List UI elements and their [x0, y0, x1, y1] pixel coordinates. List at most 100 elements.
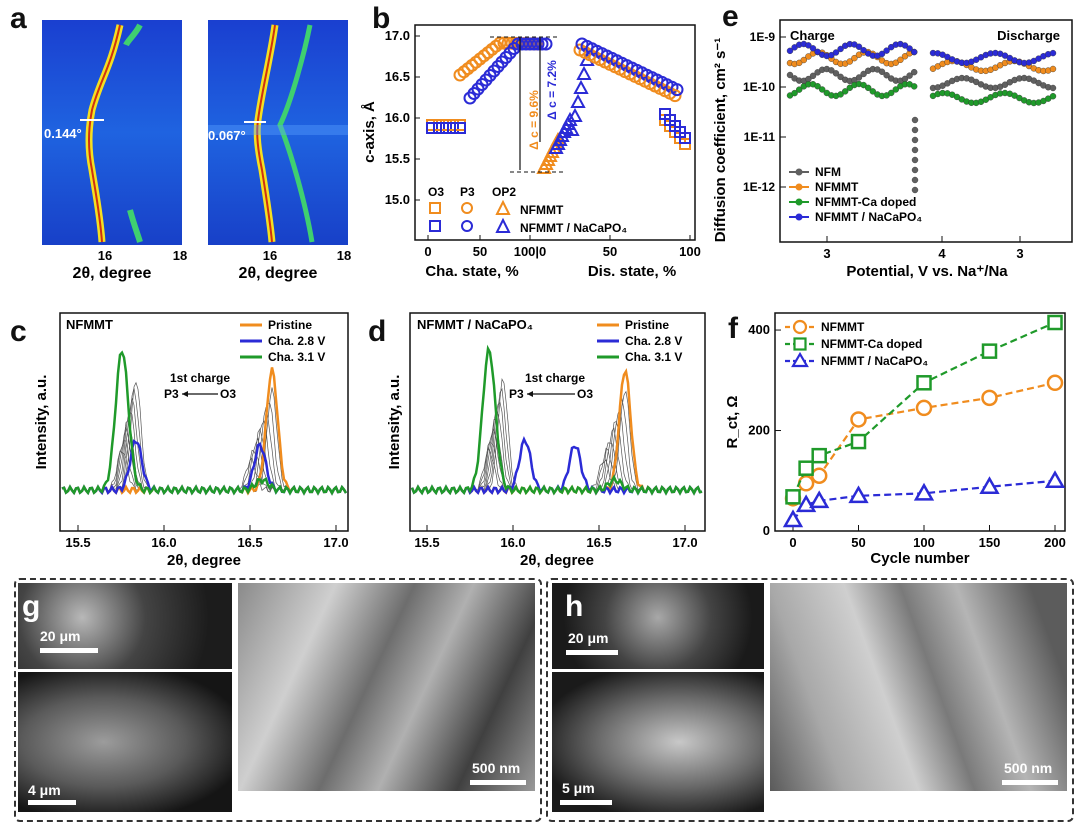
- panel-b-marker-o3: [440, 119, 452, 131]
- panel-e-point: [911, 136, 919, 144]
- panel-b-marker-p3: [531, 37, 545, 51]
- panel-b-xtick-label: 100: [679, 244, 701, 259]
- panel-c-arrow-from: O3: [220, 387, 236, 401]
- panel-b-marker-op2: [573, 79, 589, 94]
- panel-b-ytick-label: 16.0: [385, 110, 410, 125]
- panel-e-point: [892, 86, 900, 93]
- panel-e-point: [841, 88, 849, 95]
- panel-f-point-ca-doped: [811, 447, 827, 464]
- panel-f-legend-label: NFMMT: [821, 320, 865, 334]
- panel-b-yticks: 15.0 15.5 16.0 16.5 17.0: [385, 28, 420, 207]
- panel-d-xlabel: 2θ, degree: [520, 552, 594, 569]
- panel-f-point-nfmmt: [1046, 374, 1064, 392]
- panel-a-left-width: 0.144°: [44, 126, 82, 141]
- panel-e-point: [911, 156, 919, 164]
- panel-f-legend-marker: [791, 351, 809, 368]
- panel-g-sem-zoom: [238, 583, 535, 791]
- panel-h-scalebar-1: [566, 650, 618, 655]
- panel-e-point: [805, 42, 812, 49]
- panel-e-charge: Charge: [790, 28, 835, 43]
- panel-d-curve-intermediate: [411, 390, 703, 494]
- panel-b-ytick-label: 16.5: [385, 69, 410, 84]
- panel-c-curve-intermediate: [61, 412, 347, 494]
- panel-b-annotation-7.2: Δ c = 7.2%: [545, 60, 559, 120]
- panel-a-tick-right-16: 16: [263, 248, 277, 263]
- panel-f-point-ca-doped: [1047, 314, 1063, 331]
- panel-d-curve-2.8v: [410, 435, 703, 496]
- panel-f-point-nacapo4: [782, 509, 804, 528]
- panel-d-annotation: 1st charge: [525, 371, 585, 385]
- panel-e-point: [910, 68, 918, 76]
- panel-e-point: [832, 70, 840, 77]
- panel-g-scale-2: 4 μm: [28, 782, 61, 798]
- panel-a-letter: a: [10, 2, 27, 35]
- panel-e-point: [1049, 65, 1057, 73]
- panel-g-letter: g: [22, 590, 41, 623]
- panel-b-ytick-label: 17.0: [385, 28, 410, 43]
- panel-b-marker-op2: [570, 93, 586, 108]
- panel-h-sem-top: [552, 583, 764, 669]
- panel-h-scalebar-2: [560, 800, 612, 805]
- panel-f-ytick-label: 200: [748, 423, 770, 438]
- panel-d-curves: [410, 344, 703, 496]
- panel-h-scalebar-3: [1002, 780, 1058, 785]
- panel-e-point: [860, 81, 867, 89]
- panel-f-xtick-label: 200: [1044, 535, 1066, 550]
- panel-a-xlabel-right: 2θ, degree: [239, 265, 318, 282]
- panel-h-frame: [546, 578, 1074, 822]
- panel-e-point: [911, 176, 919, 184]
- panel-e-point: [800, 56, 808, 64]
- panel-e-point: [910, 48, 918, 56]
- panel-f-legend-marker: [793, 337, 807, 351]
- panel-e-point: [855, 74, 863, 81]
- panel-b-marker-o3: [454, 122, 466, 134]
- panel-f-xtick-label: 0: [789, 535, 796, 550]
- panel-d-title: NFMMT / NaCaPO₄: [417, 317, 533, 332]
- panel-e-point: [786, 47, 794, 55]
- panel-e-point: [809, 72, 817, 80]
- panel-e-point: [878, 50, 886, 58]
- panel-c-curve-intermediate: [61, 388, 347, 494]
- panel-c-letter: c: [10, 315, 27, 348]
- panel-f-xtick-label: 50: [851, 535, 865, 550]
- panel-c-xtick-label: 16.5: [237, 535, 262, 550]
- panel-b-marker-o3: [454, 119, 466, 131]
- panel-d-curve-intermediate: [411, 387, 703, 494]
- panel-e-point: [791, 89, 798, 97]
- panel-b-marker-o3: [433, 119, 445, 131]
- panel-b-annotation-9.6: Δ c = 9.6%: [527, 90, 541, 150]
- panel-c-curve-intermediate: [61, 381, 347, 494]
- panel-b-marker-o3: [433, 122, 445, 134]
- panel-b-letter: b: [372, 2, 391, 35]
- panel-e-point: [795, 59, 803, 67]
- panel-b-marker-p3: [535, 37, 549, 51]
- panel-e-point: [1049, 84, 1057, 92]
- panel-e-legend-label: NFMMT-Ca doped: [815, 195, 916, 209]
- panel-e-point: [814, 83, 821, 90]
- panel-b-legend-p3: P3: [460, 185, 475, 199]
- panel-e-point: [911, 126, 919, 134]
- panel-f-series: [782, 314, 1066, 528]
- panel-b-marker-o3: [426, 119, 438, 131]
- panel-e-point: [805, 53, 812, 60]
- panel-e-legend-label: NFMMT: [815, 180, 859, 194]
- panel-e-point: [911, 166, 919, 174]
- panel-b-marker-o3: [447, 119, 459, 131]
- panel-b-xlabel-left: Cha. state, %: [425, 263, 518, 280]
- panel-a-tick-right-18: 18: [337, 248, 351, 263]
- panel-e-point: [828, 67, 835, 74]
- panel-f-point-nacapo4: [1044, 470, 1066, 489]
- panel-e-point: [864, 84, 872, 92]
- panel-e-legend-label: NFM: [815, 165, 841, 179]
- panel-b-xlabel-right: Dis. state, %: [588, 263, 676, 280]
- panel-f-point-nfmmt: [915, 399, 933, 417]
- panel-e-point: [906, 45, 913, 52]
- panel-c-xtick-label: 16.0: [151, 535, 176, 550]
- panel-f-point-ca-doped: [798, 460, 814, 476]
- panel-d-curve-intermediate: [411, 407, 703, 494]
- panel-e-point: [901, 42, 909, 49]
- panel-f-point-nfmmt: [981, 389, 998, 407]
- panel-c-title: NFMMT: [66, 317, 113, 332]
- panel-c-xticks: 15.5 16.0 16.5 17.0: [65, 525, 349, 550]
